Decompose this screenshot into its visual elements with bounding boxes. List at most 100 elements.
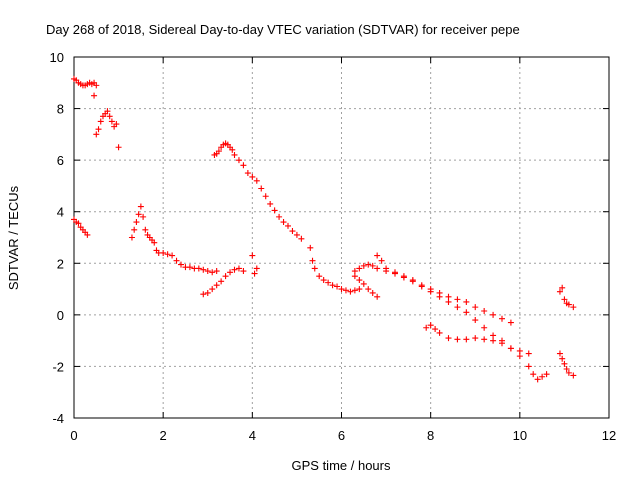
data-point <box>374 265 381 272</box>
data-point <box>95 126 102 133</box>
data-point <box>253 177 260 184</box>
data-point <box>445 335 452 342</box>
data-point <box>289 228 296 235</box>
series-arc-3 <box>71 216 91 238</box>
data-point <box>173 257 180 264</box>
data-point <box>559 355 566 362</box>
data-point <box>525 350 532 357</box>
data-point <box>169 252 176 259</box>
data-point <box>142 226 149 233</box>
data-point <box>481 307 488 314</box>
data-point <box>91 92 98 99</box>
data-point <box>516 353 523 360</box>
data-point <box>418 283 425 290</box>
data-point <box>84 231 91 238</box>
data-point <box>383 265 390 272</box>
data-point <box>200 291 207 298</box>
data-point <box>432 326 439 333</box>
y-axis-label: SDTVAR / TECUs <box>6 185 21 290</box>
data-point <box>200 266 207 273</box>
data-point <box>543 371 550 378</box>
data-point <box>556 288 563 295</box>
series-arc-1 <box>71 75 100 89</box>
data-point <box>235 157 242 164</box>
data-point <box>369 262 376 269</box>
x-tick-label: 4 <box>249 428 256 443</box>
data-point <box>436 329 443 336</box>
data-point <box>204 268 211 275</box>
data-point <box>559 284 566 291</box>
y-tick-label: 2 <box>57 256 64 271</box>
data-point <box>365 286 372 293</box>
y-tick-label: 6 <box>57 153 64 168</box>
chart-title: Day 268 of 2018, Sidereal Day-to-day VTE… <box>46 22 520 37</box>
series-arc-7 <box>249 252 260 277</box>
series-arc-2 <box>91 92 122 151</box>
data-point <box>209 286 216 293</box>
data-point <box>570 372 577 379</box>
data-point <box>133 219 140 226</box>
data-point <box>400 274 407 281</box>
data-point <box>285 222 291 229</box>
data-point <box>338 286 345 293</box>
series-arc-9 <box>351 261 514 326</box>
data-point <box>231 266 238 273</box>
data-point <box>231 151 238 158</box>
data-point <box>235 265 242 272</box>
data-point <box>204 289 211 296</box>
data-point <box>490 311 497 318</box>
data-point <box>490 332 497 339</box>
data-point <box>249 173 256 180</box>
data-point <box>329 282 336 289</box>
data-point <box>311 265 318 272</box>
data-point <box>499 340 505 347</box>
data-point <box>293 231 300 238</box>
data-point <box>481 336 488 343</box>
data-point <box>360 262 367 269</box>
data-point <box>445 298 452 305</box>
data-point <box>135 211 142 218</box>
data-point <box>213 282 220 289</box>
data-point <box>445 293 452 300</box>
series-arc-4 <box>128 203 220 276</box>
data-point <box>195 265 202 272</box>
y-tick-label: -2 <box>52 359 64 374</box>
data-point <box>160 249 167 256</box>
data-point <box>392 270 398 277</box>
x-tick-label: 10 <box>513 428 527 443</box>
data-point <box>454 296 461 303</box>
data-point <box>253 265 260 272</box>
data-point <box>356 277 363 284</box>
data-point <box>423 324 430 331</box>
data-point <box>309 257 316 264</box>
data-point <box>240 162 247 169</box>
data-point <box>229 146 236 153</box>
data-point <box>507 319 514 326</box>
series-arc-12 <box>423 322 532 357</box>
y-tick-label: 10 <box>50 50 64 65</box>
data-point <box>244 170 251 177</box>
data-point <box>356 286 363 293</box>
x-tick-label: 6 <box>338 428 345 443</box>
data-point <box>516 347 523 354</box>
y-tick-label: 8 <box>57 102 64 117</box>
grid <box>74 57 609 418</box>
data-point <box>556 350 563 357</box>
data-point <box>104 108 111 115</box>
data-point <box>97 118 104 125</box>
data-point <box>356 265 363 272</box>
series-arc-6 <box>211 140 305 242</box>
data-point <box>563 366 570 373</box>
data-point <box>427 288 434 295</box>
data-point <box>280 219 287 226</box>
data-point <box>472 335 479 342</box>
data-point <box>258 185 265 192</box>
data-point <box>93 82 100 89</box>
data-point <box>267 200 274 207</box>
series-arc-14 <box>556 350 577 379</box>
data-point <box>140 213 147 220</box>
series-arc-11 <box>374 252 550 383</box>
series-arc-13 <box>556 284 577 311</box>
data-point <box>342 287 349 294</box>
